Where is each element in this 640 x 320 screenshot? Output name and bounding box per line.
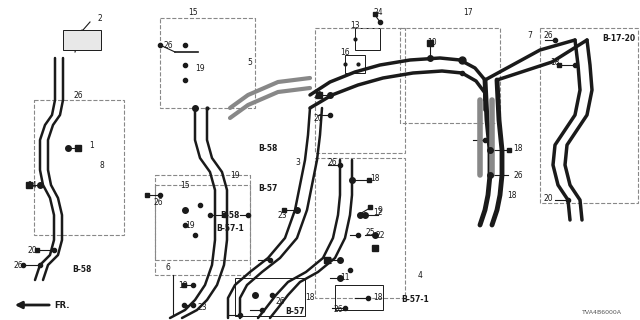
Text: 21: 21 [313, 91, 323, 100]
Text: 10: 10 [427, 37, 437, 46]
Text: 23: 23 [197, 303, 207, 313]
Text: 19: 19 [178, 281, 188, 290]
Text: 1: 1 [90, 140, 94, 149]
Text: 3: 3 [296, 157, 300, 166]
Text: 18: 18 [513, 143, 523, 153]
Text: 26: 26 [333, 306, 343, 315]
Bar [160, 18, 255, 108]
Text: B-17-20: B-17-20 [602, 34, 635, 43]
Text: B-57: B-57 [285, 308, 305, 316]
Text: 26: 26 [543, 30, 553, 39]
Text: 17: 17 [463, 7, 473, 17]
Text: 26: 26 [73, 91, 83, 100]
Text: 19: 19 [195, 63, 205, 73]
Text: 22: 22 [375, 230, 385, 239]
Text: 20: 20 [543, 194, 553, 203]
Text: 7: 7 [527, 30, 532, 39]
Text: 4: 4 [417, 270, 422, 279]
Text: B-57-1: B-57-1 [216, 223, 244, 233]
Bar [155, 185, 250, 275]
Bar [315, 28, 405, 153]
Bar [355, 28, 380, 50]
Text: B-57: B-57 [259, 183, 278, 193]
Bar [63, 30, 101, 50]
Text: 26: 26 [163, 41, 173, 50]
Bar [540, 28, 638, 203]
Text: 18: 18 [305, 293, 315, 302]
Text: 25: 25 [365, 228, 375, 236]
Text: 15: 15 [188, 7, 198, 17]
Text: B-57-1: B-57-1 [401, 295, 429, 305]
Text: 19: 19 [230, 171, 240, 180]
Text: 26: 26 [513, 171, 523, 180]
Text: 22: 22 [323, 258, 333, 267]
Text: FR.: FR. [54, 300, 70, 309]
Bar [34, 100, 124, 235]
Bar [345, 55, 365, 73]
Bar [155, 175, 250, 260]
Text: 16: 16 [340, 47, 350, 57]
Text: 20: 20 [313, 114, 323, 123]
Text: 12: 12 [373, 207, 383, 217]
Text: 14: 14 [27, 180, 37, 189]
Bar [235, 278, 305, 316]
Text: 23: 23 [277, 211, 287, 220]
Text: 26: 26 [13, 260, 23, 269]
Text: 6: 6 [166, 263, 170, 273]
Text: 13: 13 [350, 20, 360, 29]
Text: 9: 9 [378, 205, 383, 214]
Text: B-58: B-58 [220, 211, 240, 220]
Text: B-58: B-58 [72, 266, 92, 275]
Text: 18: 18 [550, 58, 560, 67]
Text: 11: 11 [340, 274, 349, 283]
Text: 20: 20 [27, 245, 37, 254]
Text: 2: 2 [98, 13, 102, 22]
Text: 24: 24 [373, 7, 383, 17]
Text: B-58: B-58 [259, 143, 278, 153]
Text: TVA4B6000A: TVA4B6000A [582, 310, 622, 316]
Text: 26: 26 [275, 298, 285, 307]
Text: 18: 18 [371, 173, 380, 182]
Text: 19: 19 [185, 220, 195, 229]
Text: 18: 18 [508, 190, 516, 199]
Bar [335, 285, 383, 310]
Text: 18: 18 [373, 293, 383, 302]
Bar [315, 158, 405, 298]
Text: 8: 8 [100, 161, 104, 170]
Bar [400, 28, 500, 123]
Text: 26: 26 [153, 197, 163, 206]
Text: 15: 15 [180, 180, 190, 189]
Text: 5: 5 [248, 58, 252, 67]
Text: 26: 26 [327, 157, 337, 166]
